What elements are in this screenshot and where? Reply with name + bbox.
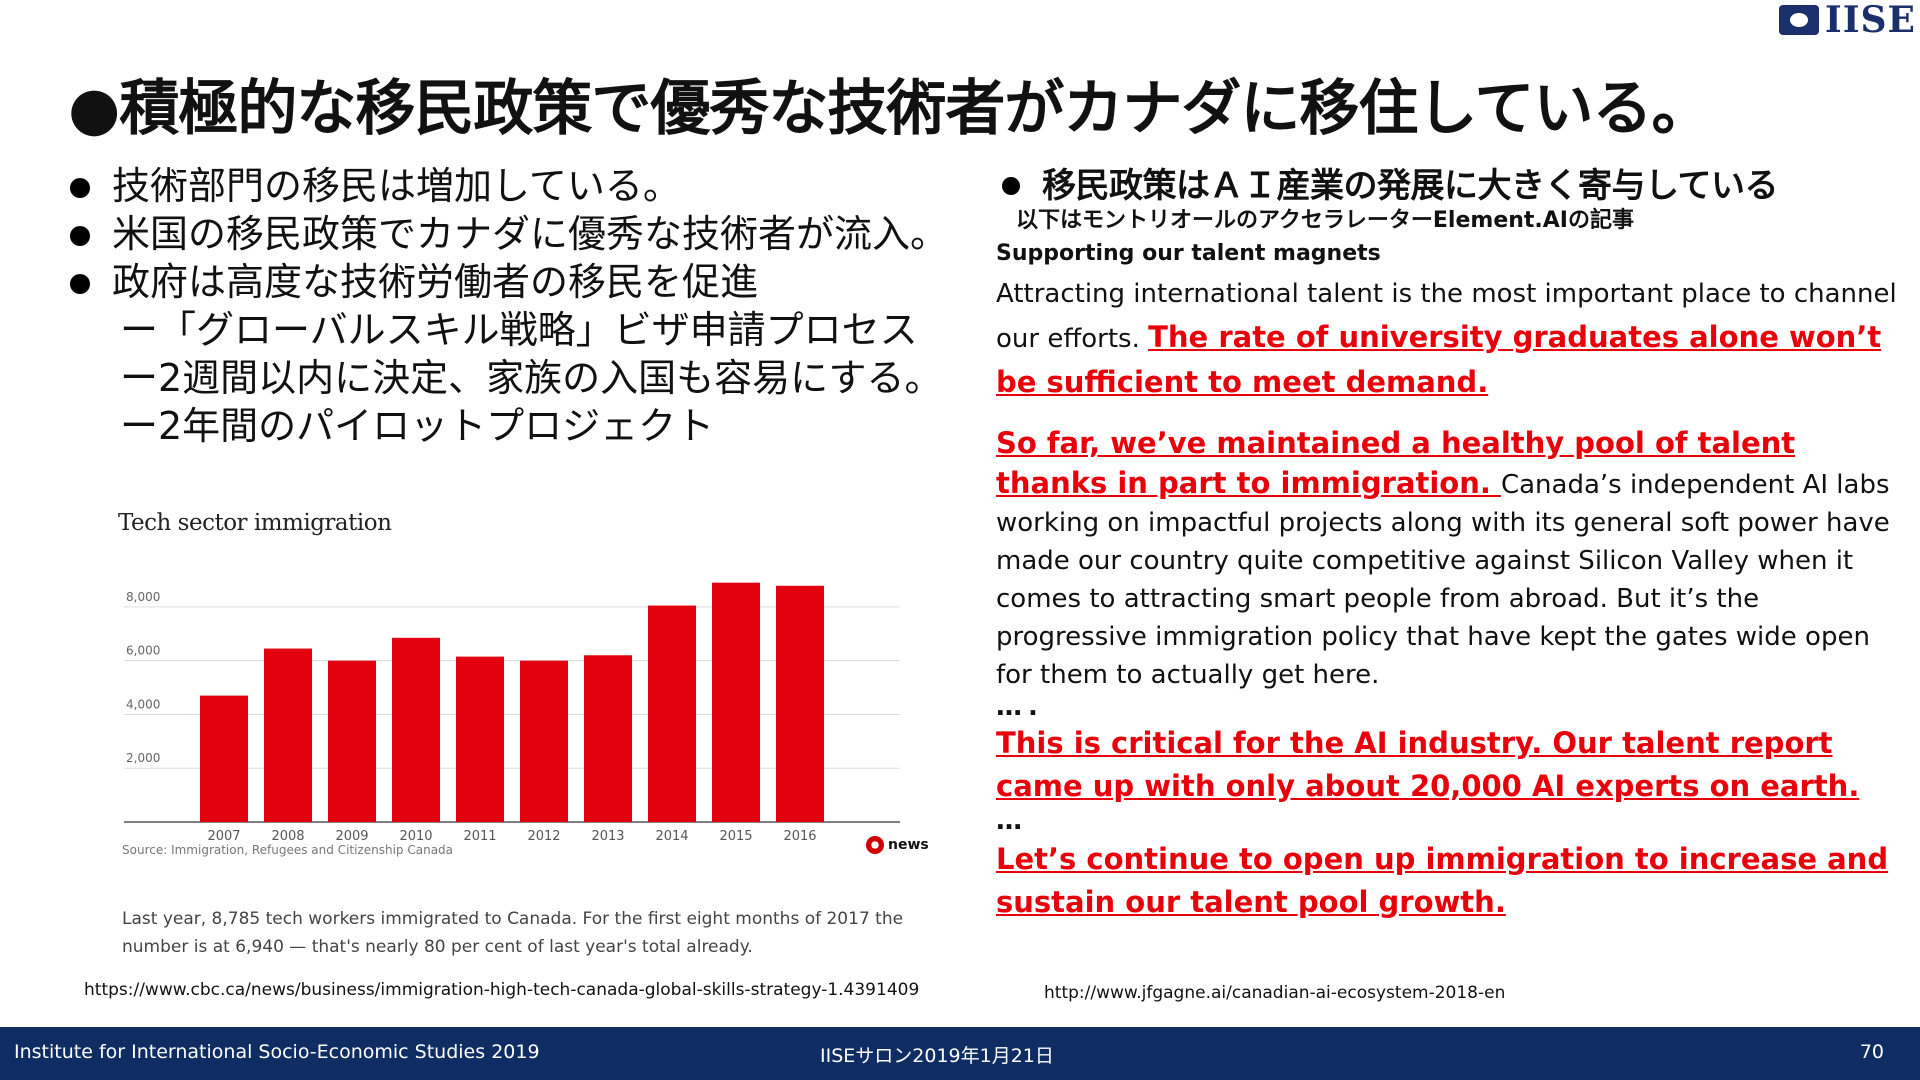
footer-organization: Institute for International Socio-Econom… <box>14 1041 540 1063</box>
article-section-title: Supporting our talent magnets <box>996 241 1381 266</box>
bar <box>328 660 376 822</box>
x-tick-label: 2013 <box>591 829 624 844</box>
bar <box>456 656 504 822</box>
source-url-left[interactable]: https://www.cbc.ca/news/business/immigra… <box>84 980 920 1000</box>
slide-title: ●積極的な移民政策で優秀な技術者がカナダに移住している。 <box>68 74 1712 144</box>
ellipsis: … <box>996 806 1028 836</box>
highlight-text: The rate of university graduates alone w… <box>996 320 1882 399</box>
left-bullet-list: 技術部門の移民は増加している。 米国の移民政策でカナダに優秀な技術者が流入。 政… <box>68 162 968 450</box>
paragraph-text: Attracting international talent is the m… <box>996 279 1897 354</box>
sub-item: ー2年間のパイロットプロジェクト <box>120 404 715 448</box>
bar <box>584 655 632 822</box>
bullet-item: 政府は高度な技術労働者の移民を促進 <box>68 258 968 306</box>
x-tick-label: 2016 <box>783 829 816 844</box>
highlight-text: Let’s continue to open up immigration to… <box>996 842 1889 919</box>
bar <box>776 585 824 822</box>
bar <box>520 660 568 822</box>
x-tick-label: 2012 <box>527 829 560 844</box>
highlight-text: So far, we’ve maintained a healthy pool … <box>996 426 1796 500</box>
iise-logo: IISE <box>1778 0 1916 41</box>
right-heading: 移民政策はＡＩ産業の発展に大きく寄与している <box>996 165 1906 207</box>
chart-title: Tech sector immigration <box>118 510 392 536</box>
x-tick-label: 2007 <box>207 829 240 844</box>
sub-item: ー「グローバルスキル戦略」ビザ申請プロセス <box>120 308 918 352</box>
chart-source: Source: Immigration, Refugees and Citize… <box>122 843 454 857</box>
x-tick-label: 2008 <box>271 829 304 844</box>
bullet-item: 米国の移民政策でカナダに優秀な技術者が流入。 <box>68 210 968 258</box>
bar <box>392 637 440 822</box>
y-tick-label: 6,000 <box>126 644 160 658</box>
footer-event: IISEサロン2019年1月21日 <box>820 1045 1054 1067</box>
x-tick-label: 2014 <box>655 829 688 844</box>
y-tick-label: 2,000 <box>126 751 160 765</box>
chart-panel: Tech sector immigration 2,000 4,000 6,000 8… <box>118 510 938 857</box>
right-column: 移民政策はＡＩ産業の発展に大きく寄与している 以下はモントリオールのアクセラレー… <box>996 165 1906 924</box>
bar <box>712 582 760 822</box>
logo-text: IISE <box>1824 0 1916 41</box>
article-paragraph-1: Attracting international talent is the m… <box>996 273 1906 406</box>
page-number: 70 <box>1859 1041 1884 1063</box>
source-url-right[interactable]: http://www.jfgagne.ai/canadian-ai-ecosys… <box>1044 983 1506 1003</box>
bar-chart: 2,000 4,000 6,000 8,000 2007 2008 2009 2010 2011… <box>124 582 900 844</box>
x-tick-label: 2009 <box>335 829 368 844</box>
sub-item: ー2週間以内に決定、家族の入国も容易にする。 <box>120 356 943 400</box>
bar <box>648 605 696 822</box>
bullet-item: 技術部門の移民は増加している。 <box>68 162 968 210</box>
bar <box>264 648 312 822</box>
article-paragraph-4: Let’s continue to open up immigration to… <box>996 838 1906 924</box>
logo-mark-icon <box>1778 5 1819 35</box>
bar <box>200 695 248 822</box>
cbc-gem-icon <box>866 836 884 854</box>
ellipsis: …. <box>996 692 1044 722</box>
chart-caption: Last year, 8,785 tech workers immigrated… <box>122 909 904 957</box>
x-tick-label: 2010 <box>399 829 432 844</box>
x-tick-label: 2015 <box>719 829 752 844</box>
highlight-text: This is critical for the AI industry. Ou… <box>996 726 1860 803</box>
right-subheading: 以下はモントリオールのアクセラレーターElement.AIの記事 <box>1016 208 1634 233</box>
paragraph-text: Canada’s independent AI labs working on … <box>996 470 1890 690</box>
y-tick-label: 4,000 <box>126 697 160 711</box>
x-tick-label: 2011 <box>463 829 496 844</box>
footer-bar: Institute for International Socio-Econom… <box>0 1027 1920 1080</box>
article-paragraph-3: This is critical for the AI industry. Ou… <box>996 722 1906 808</box>
cbc-news-logo: news <box>866 836 929 854</box>
news-label: news <box>888 837 929 853</box>
y-tick-label: 8,000 <box>126 590 160 604</box>
article-paragraph-2: So far, we’ve maintained a healthy pool … <box>996 424 1906 694</box>
